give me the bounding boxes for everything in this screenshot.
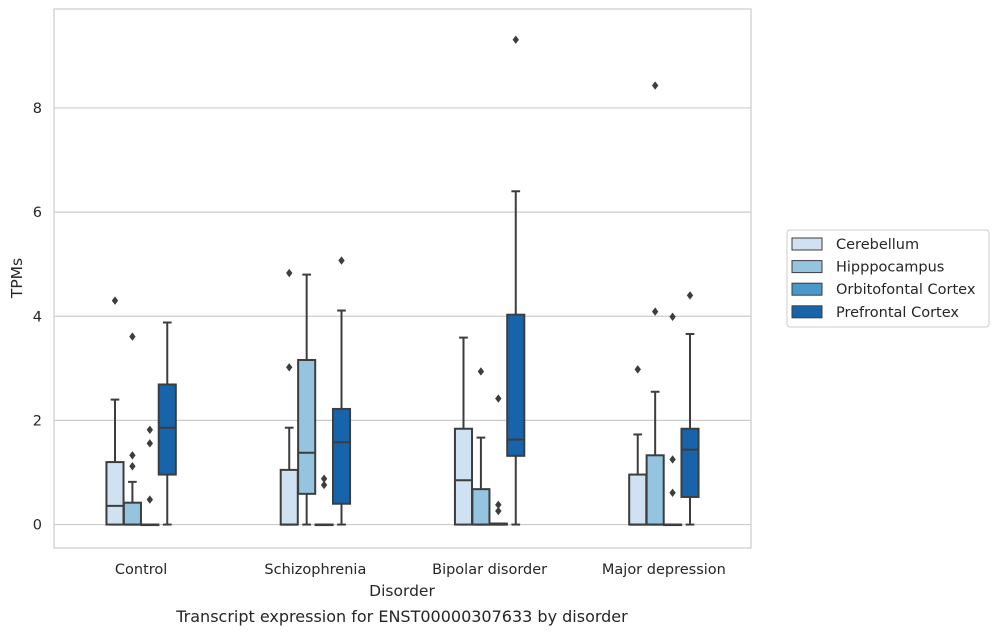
outlier-point (320, 474, 328, 483)
y-tick-label: 4 (33, 309, 42, 325)
box-orbitofontal-cortex (488, 394, 508, 526)
y-tick-label: 6 (33, 205, 42, 221)
legend-frame (786, 229, 990, 328)
box-body (331, 407, 352, 505)
outlier-point (669, 488, 676, 497)
box-body (645, 454, 665, 526)
box-body (453, 427, 474, 526)
box-body (279, 468, 299, 526)
box-orbitofontal-cortex (663, 312, 683, 527)
x-tick-label: Bipolar disorder (432, 562, 547, 578)
box-orbitofontal-cortex (314, 474, 334, 527)
outlier-point (477, 367, 485, 376)
outlier-point (669, 312, 676, 321)
outlier-point (129, 332, 136, 341)
outlier-point (512, 35, 519, 44)
box-body (471, 488, 491, 526)
legend-label: Hipppocampus (836, 260, 944, 276)
box-body (105, 461, 125, 526)
outlier-point (146, 425, 154, 434)
legend-swatch (791, 260, 823, 274)
plot-frame (53, 8, 752, 549)
box-hipppocampus (297, 273, 317, 526)
y-tick-labels: 0 2 4 6 8 (33, 101, 42, 534)
legend-label: Orbitofontal Cortex (836, 282, 976, 298)
box-cerebellum (453, 336, 474, 526)
legend-label: Cerebellum (836, 237, 919, 253)
chart-caption: Transcript expression for ENST0000030763… (175, 607, 628, 626)
outlier-point (651, 81, 659, 90)
outlier-point (129, 451, 136, 460)
x-tick-labels: Control Schizophrenia Bipolar disorder Majo… (115, 562, 726, 578)
box-prefrontal-cortex (680, 291, 700, 526)
outlier-point (146, 495, 154, 504)
box-prefrontal-cortex (331, 256, 352, 526)
x-axis-title: Disorder (369, 582, 435, 600)
outlier-point (129, 462, 136, 471)
y-axis-title: TPMs (8, 258, 26, 299)
box-body (506, 313, 526, 457)
box-hipppocampus (122, 332, 142, 526)
outlier-point (495, 394, 502, 403)
box-prefrontal-cortex (157, 321, 177, 526)
outlier-point (111, 296, 119, 305)
legend-swatch (791, 237, 823, 251)
outlier-point (146, 439, 154, 448)
box-body (297, 359, 317, 495)
box-cerebellum (105, 296, 125, 526)
legend: Cerebellum Hipppocampus Orbitofontal Corte… (786, 229, 990, 328)
outlier-point (286, 268, 293, 278)
legend-swatch (791, 282, 823, 296)
box-prefrontal-cortex (506, 35, 526, 526)
y-tick-label: 0 (33, 518, 42, 534)
legend-items: Cerebellum Hipppocampus Orbitofontal Corte… (791, 237, 976, 321)
y-tick-label: 2 (33, 413, 42, 429)
box-hipppocampus (471, 367, 491, 526)
outlier-point (634, 365, 641, 374)
y-tick-label: 8 (33, 101, 42, 117)
box-body (680, 427, 700, 498)
box-body (157, 383, 177, 476)
box-body (628, 473, 648, 526)
box-body (122, 501, 142, 526)
box-series (105, 35, 700, 527)
outlier-point (495, 506, 502, 516)
box-orbitofontal-cortex (140, 425, 160, 527)
x-tick-label: Control (115, 562, 167, 578)
box-hipppocampus (645, 81, 665, 526)
outlier-point (669, 455, 676, 464)
outlier-point (286, 363, 293, 372)
outlier-point (320, 480, 328, 490)
outlier-point (338, 256, 345, 265)
x-tick-label: Schizophrenia (264, 562, 366, 578)
legend-swatch (791, 305, 823, 319)
outlier-point (686, 291, 694, 300)
legend-label: Prefrontal Cortex (836, 305, 959, 321)
outlier-point (651, 307, 659, 316)
outlier-point (495, 500, 502, 509)
x-tick-label: Major depression (602, 562, 726, 578)
box-cerebellum (279, 268, 299, 526)
